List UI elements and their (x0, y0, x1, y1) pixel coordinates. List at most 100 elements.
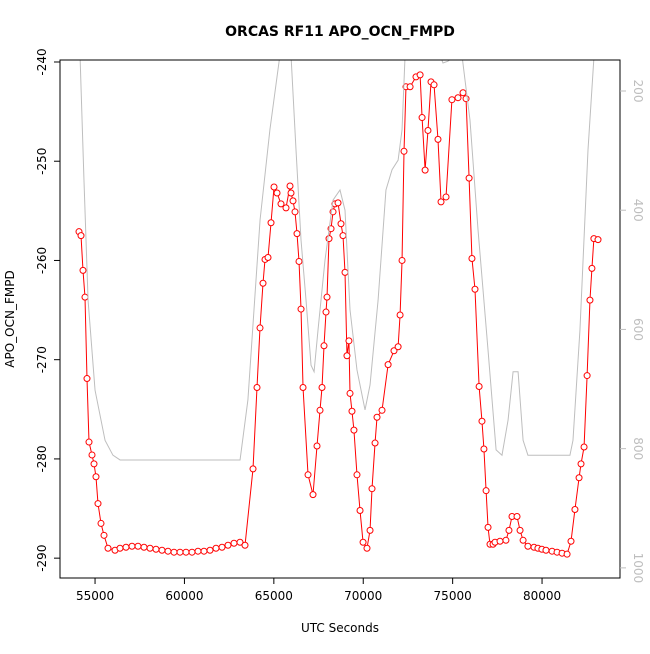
data-point (140, 543, 148, 551)
data-point (81, 293, 89, 301)
data-point (434, 135, 442, 143)
x-tick-label: 65000 (255, 589, 293, 603)
data-point (359, 538, 367, 546)
data-point (236, 538, 244, 546)
data-point (430, 81, 438, 89)
data-point (416, 71, 424, 79)
data-point (158, 546, 166, 554)
data-point (218, 543, 226, 551)
data-point (505, 526, 513, 534)
data-point (580, 443, 588, 451)
y-tick-label: -240 (35, 48, 49, 75)
data-point (334, 199, 342, 207)
x-tick-label: 80000 (523, 589, 561, 603)
x-tick-label: 70000 (344, 589, 382, 603)
data-point (366, 526, 374, 534)
y-axis-label: APO_OCN_FMPD (3, 270, 17, 367)
y2-tick-label: 1000 (631, 553, 645, 584)
data-point (563, 550, 571, 558)
data-point (90, 460, 98, 468)
data-point (128, 542, 136, 550)
x-tick-label: 55000 (76, 589, 114, 603)
data-point (424, 126, 432, 134)
data-point (480, 445, 488, 453)
data-point (353, 471, 361, 479)
data-point (346, 389, 354, 397)
data-point (256, 324, 264, 332)
data-point (348, 407, 356, 415)
data-point (79, 266, 87, 274)
data-point (316, 406, 324, 414)
data-point (94, 500, 102, 508)
data-point (325, 235, 333, 243)
data-point (273, 189, 281, 197)
y-tick-label: -250 (35, 148, 49, 175)
data-point (437, 198, 445, 206)
data-point (152, 545, 160, 553)
data-point (406, 83, 414, 91)
plot-area (75, 60, 602, 558)
data-point (337, 220, 345, 228)
data-point (524, 542, 532, 550)
data-point (249, 465, 257, 473)
data-point (484, 523, 492, 531)
data-point (577, 460, 585, 468)
data-point (313, 442, 321, 450)
data-point (97, 519, 105, 527)
data-point (394, 343, 402, 351)
data-point (454, 94, 462, 102)
data-point (339, 232, 347, 240)
data-point (418, 114, 426, 122)
data-point (287, 189, 295, 197)
data-point (200, 547, 208, 555)
data-point (373, 413, 381, 421)
secondary-line (79, 60, 595, 461)
data-point (104, 544, 112, 552)
data-point (588, 264, 596, 272)
data-point (363, 544, 371, 552)
data-point (478, 417, 486, 425)
data-point (134, 542, 142, 550)
data-point (194, 547, 202, 555)
data-point (468, 254, 476, 262)
data-point (465, 174, 473, 182)
data-point (116, 544, 124, 552)
data-point (264, 253, 272, 261)
data-point (291, 208, 299, 216)
data-point (475, 382, 483, 390)
data-point (356, 507, 364, 515)
data-point (224, 541, 232, 549)
chart-title: ORCAS RF11 APO_OCN_FMPD (225, 24, 455, 40)
data-point (212, 544, 220, 552)
data-point (571, 506, 579, 514)
data-point (270, 183, 278, 191)
data-point (442, 193, 450, 201)
data-point (448, 96, 456, 104)
y2-tick-label: 600 (631, 318, 645, 341)
y2-tick-label: 800 (631, 437, 645, 460)
data-point (575, 474, 583, 482)
data-point (502, 536, 510, 544)
data-point (459, 89, 467, 97)
data-point (286, 182, 294, 190)
data-point (345, 337, 353, 345)
data-point (277, 200, 285, 208)
data-point (421, 166, 429, 174)
data-point (396, 311, 404, 319)
data-point (176, 548, 184, 556)
data-point (259, 279, 267, 287)
data-point (567, 537, 575, 545)
data-point (586, 296, 594, 304)
data-point (384, 361, 392, 369)
data-point (320, 342, 328, 350)
data-point (471, 285, 479, 293)
data-point (92, 473, 100, 481)
data-point (318, 383, 326, 391)
x-tick-label: 60000 (165, 589, 203, 603)
data-point (230, 539, 238, 547)
data-point (122, 543, 130, 551)
y-tick-label: -260 (35, 247, 49, 274)
data-point (83, 375, 91, 383)
